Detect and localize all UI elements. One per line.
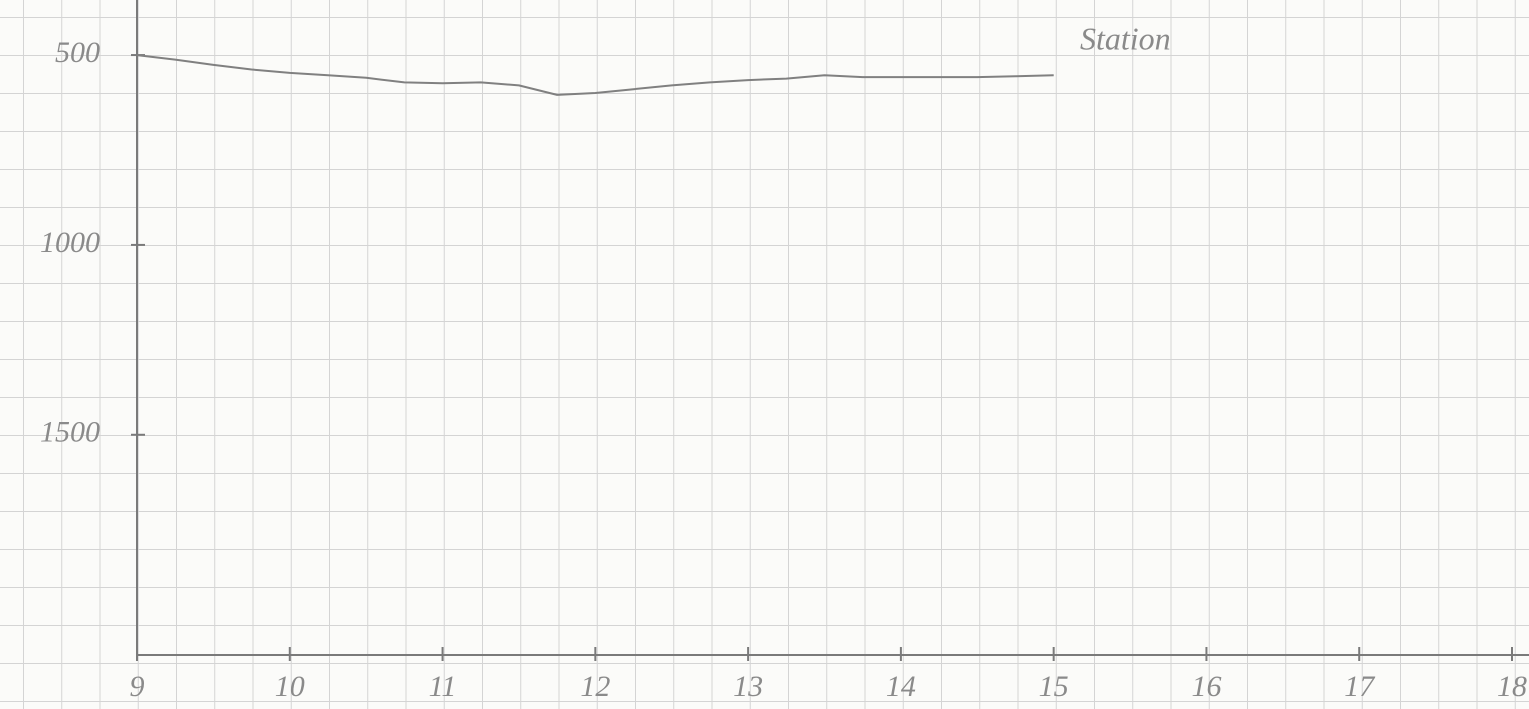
- x-tick-label: 11: [429, 670, 457, 703]
- x-tick-label: 9: [130, 670, 145, 703]
- x-tick-label: 18: [1497, 670, 1527, 703]
- x-tick-label: 17: [1344, 670, 1376, 703]
- annotation: Station: [1080, 20, 1171, 56]
- x-tick-label: 15: [1039, 670, 1069, 703]
- x-tick-label: 14: [886, 670, 916, 703]
- data-line: [136, 54, 1054, 96]
- x-tick-label: 13: [733, 670, 763, 703]
- y-tick-label: 1000: [40, 226, 100, 259]
- y-tick-label: 1500: [40, 416, 100, 449]
- x-tick-label: 12: [580, 670, 610, 703]
- y-tick-label: 500: [55, 36, 100, 69]
- x-tick-label: 10: [275, 670, 305, 703]
- x-tick-label: 16: [1191, 670, 1221, 703]
